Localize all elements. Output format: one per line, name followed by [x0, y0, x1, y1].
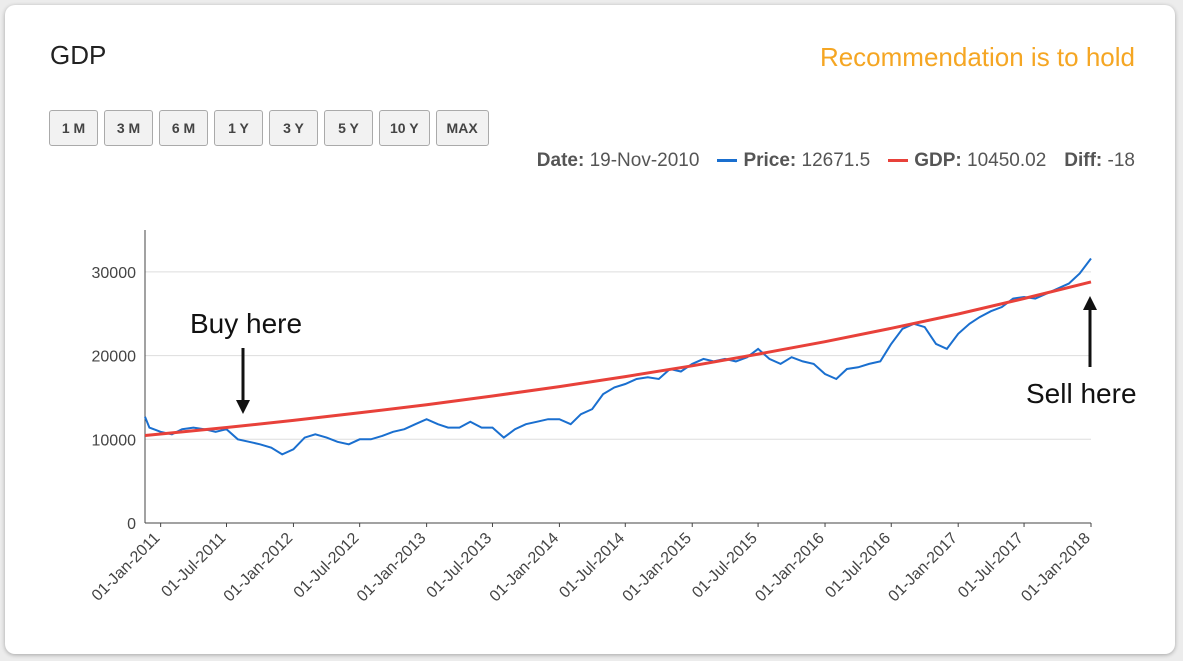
x-tick-label: 01-Jul-2013: [424, 530, 496, 602]
x-tick-label: 01-Jul-2011: [158, 530, 229, 601]
readout-label: Diff: [1064, 150, 1102, 171]
title: GDP: [50, 40, 107, 70]
readout-label: Price: [743, 150, 796, 171]
range-button[interactable]: 5 Y: [324, 110, 373, 146]
readout-value: 10450.02: [967, 150, 1047, 171]
range-button[interactable]: 3 Y: [269, 110, 318, 146]
x-tick-label: 01-Jul-2014: [556, 530, 628, 602]
x-tick-label: 01-Jan-2014: [487, 530, 563, 606]
x-tick-label: 01-Jul-2017: [955, 530, 1027, 602]
x-tick-label: 01-Jan-2012: [221, 530, 297, 606]
x-tick-label: 01-Jul-2015: [689, 530, 761, 602]
y-tick-label: 10000: [92, 432, 137, 449]
range-button[interactable]: 1 Y: [214, 110, 263, 146]
x-tick-label: 01-Jan-2018: [1018, 530, 1094, 606]
arrow-head: [1083, 296, 1097, 310]
x-tick-label: 01-Jul-2016: [822, 530, 894, 602]
readout-item: Price 12671.5: [717, 150, 870, 172]
legend-swatch: [717, 159, 738, 163]
readout-value: -18: [1107, 150, 1135, 171]
recommendation: Recommendation is to hold: [819, 42, 1135, 72]
readout-item: Diff -18: [1064, 150, 1135, 172]
readout-value: 12671.5: [801, 150, 871, 171]
x-tick-label: 01-Jan-2017: [885, 530, 961, 606]
annotation: Buy here: [190, 308, 302, 339]
x-tick-label: 01-Jan-2011: [89, 530, 164, 605]
series-line: [144, 280, 1092, 437]
arrow-head: [236, 400, 250, 414]
readout: Date 19-Nov-2010 Price 12671.5 GDP 10450.0…: [537, 150, 1135, 172]
x-tick-label: 01-Jan-2016: [752, 530, 828, 606]
range-button[interactable]: 6 M: [159, 110, 208, 146]
readout-item: Date 19-Nov-2010: [537, 150, 700, 172]
series-line: [144, 257, 1092, 456]
range-button[interactable]: 10 Y: [379, 110, 430, 146]
range-button[interactable]: 3 M: [104, 110, 153, 146]
y-tick-label: 30000: [92, 265, 137, 282]
readout-value: 19-Nov-2010: [589, 150, 700, 171]
annotation: Sell here: [1026, 378, 1137, 409]
y-tick-label: 0: [127, 516, 136, 533]
range-button[interactable]: 1 M: [49, 110, 98, 146]
range-button[interactable]: MAX: [435, 110, 489, 146]
y-tick-label: 20000: [92, 349, 137, 366]
x-tick-label: 01-Jan-2015: [620, 530, 696, 606]
readout-label: Date: [537, 150, 585, 171]
x-tick-label: 01-Jan-2013: [354, 530, 430, 606]
legend-swatch: [888, 159, 909, 163]
readout-item: GDP 10450.02: [888, 150, 1046, 172]
x-tick-label: 01-Jul-2012: [291, 530, 363, 602]
readout-label: GDP: [914, 150, 962, 171]
